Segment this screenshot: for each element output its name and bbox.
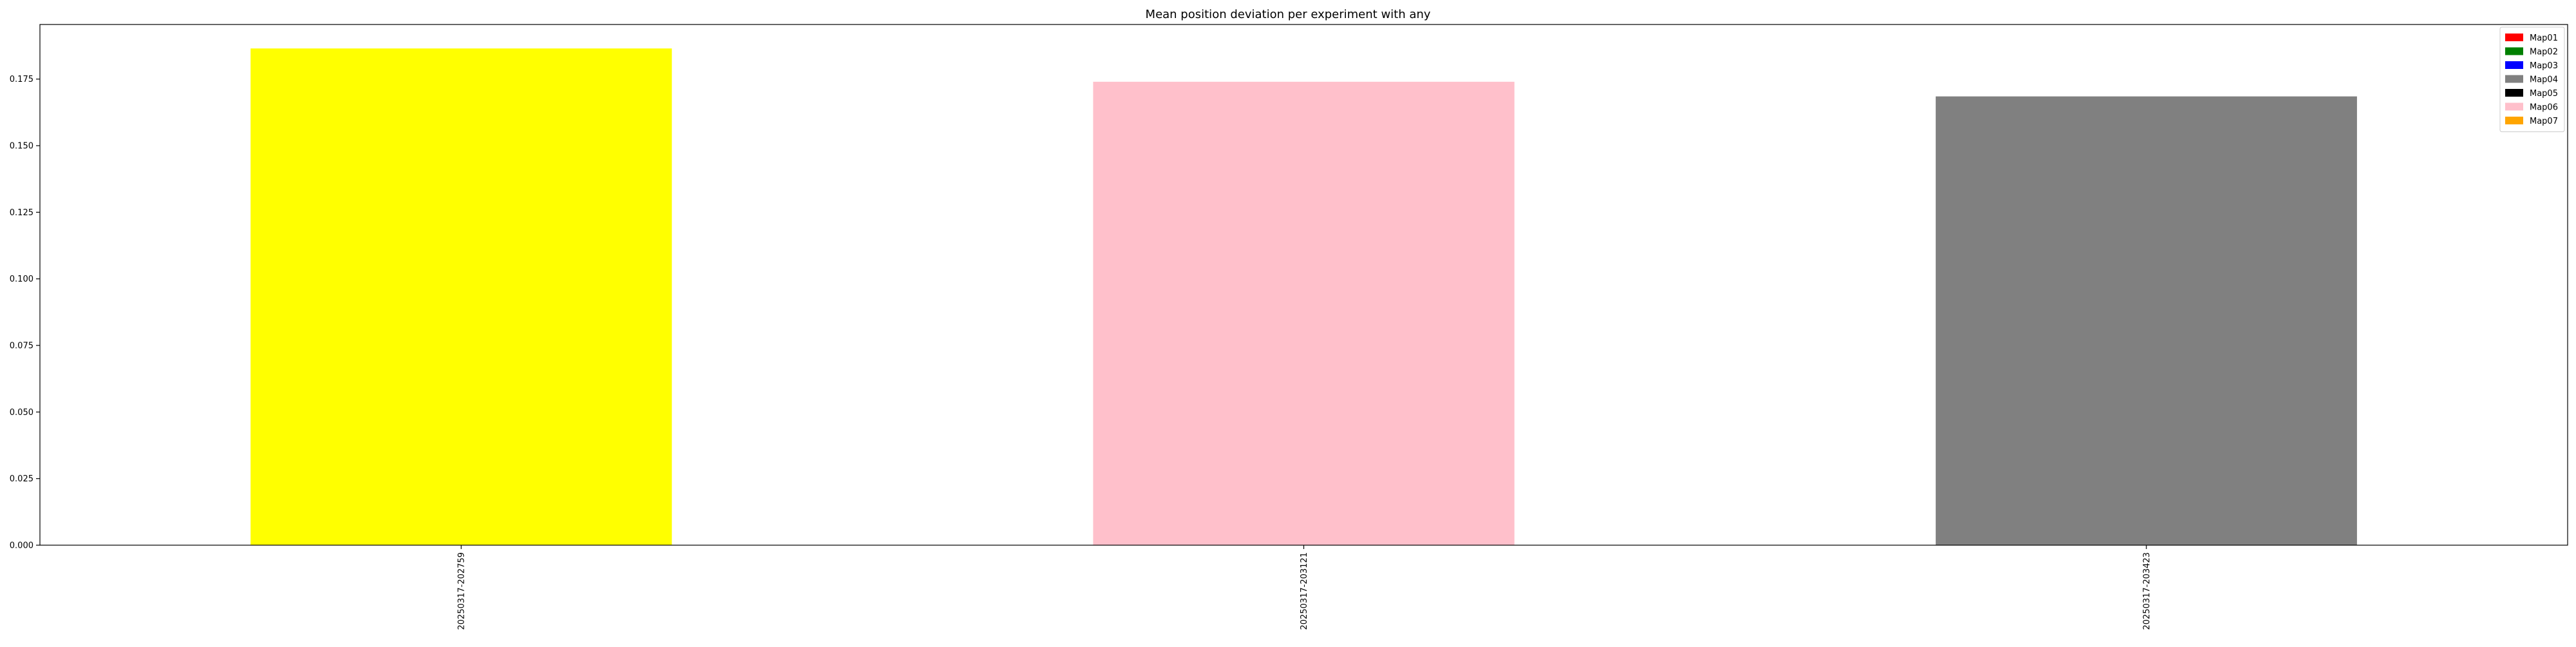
legend-label-Map02: Map02 xyxy=(2530,48,2558,57)
legend-swatch-Map04 xyxy=(2505,75,2523,83)
y-tick-label: 0.100 xyxy=(10,275,33,284)
y-tick-label: 0.125 xyxy=(10,208,33,218)
legend: Map01 Map02 Map03 Map04 Map05 Map06 Map07 xyxy=(2499,26,2565,132)
x-tick-label: 20250317-203423 xyxy=(2142,552,2152,630)
x-axis: 20250317-202759 20250317-203121 20250317-2… xyxy=(457,545,2152,630)
legend-label-Map05: Map05 xyxy=(2530,89,2558,99)
legend-label-Map01: Map01 xyxy=(2530,34,2558,43)
bars-group xyxy=(251,48,2357,546)
legend-label-Map06: Map06 xyxy=(2530,103,2558,113)
y-tick-label: 0.075 xyxy=(10,342,33,351)
y-tick-label: 0.025 xyxy=(10,474,33,484)
y-tick-label: 0.150 xyxy=(10,142,33,151)
y-tick-label: 0.050 xyxy=(10,408,33,418)
legend-swatch-Map07 xyxy=(2505,117,2523,124)
legend-label-Map04: Map04 xyxy=(2530,75,2558,85)
chart-title: Mean position deviation per experiment w… xyxy=(1146,8,1431,21)
bar-20250317-203423 xyxy=(1935,96,2357,545)
x-tick-label: 20250317-202759 xyxy=(457,552,467,630)
legend-swatch-Map02 xyxy=(2505,47,2523,55)
x-tick-label: 20250317-203121 xyxy=(1300,552,1309,630)
y-tick-label: 0.000 xyxy=(10,541,33,551)
legend-swatch-Map06 xyxy=(2505,102,2523,111)
legend-swatch-Map05 xyxy=(2505,89,2523,97)
plot-frame xyxy=(39,24,2568,546)
legend-swatch-Map01 xyxy=(2505,34,2523,41)
legend-label-Map03: Map03 xyxy=(2530,61,2558,71)
y-tick-label: 0.175 xyxy=(10,75,33,84)
bar-20250317-203121 xyxy=(1093,81,1515,546)
bar-20250317-202759 xyxy=(251,48,672,546)
legend-label-Map07: Map07 xyxy=(2530,117,2558,126)
legend-swatch-Map03 xyxy=(2505,61,2523,69)
y-axis: 0.000 0.025 0.050 0.075 0.100 0.125 0.150 0.175 xyxy=(10,75,40,551)
